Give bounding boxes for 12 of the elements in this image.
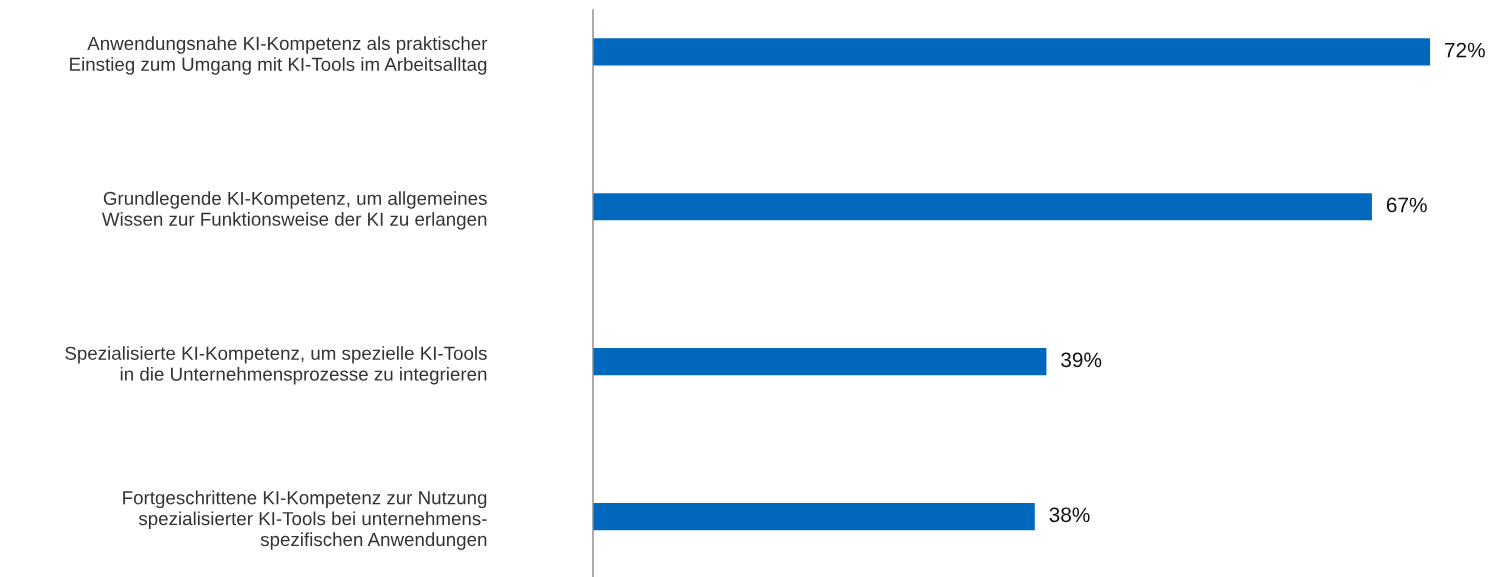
data-label: 39%: [1061, 352, 1102, 368]
y-tick-label: Grundlegende KI-Kompetenz, um allgemeines Wissen zur Funktionsweise der KI zu erlangen: [101, 191, 487, 230]
data-label: 67%: [1386, 197, 1427, 213]
y-tick-label: Spezialisierte KI-Kompetenz, um spezielle KI-Tools in die Unternehmensprozesse zu integrieren: [65, 346, 487, 385]
bar: [593, 38, 1431, 66]
bar: [593, 503, 1035, 531]
y-tick-label: Anwendungsnahe KI-Kompetenz als praktischer Einstieg zum Umgang mit KI-Tools im Arbeitsalltag: [70, 36, 488, 75]
y-tick-label: Fortgeschrittene KI-Kompetenz zur Nutzung spezialisierter KI-Tools bei unternehmens- spezifischen Anwendungen: [123, 490, 487, 550]
bar: [593, 348, 1047, 376]
data-label: 72%: [1445, 42, 1485, 58]
bar: [593, 193, 1372, 221]
data-label: 38%: [1049, 507, 1090, 523]
